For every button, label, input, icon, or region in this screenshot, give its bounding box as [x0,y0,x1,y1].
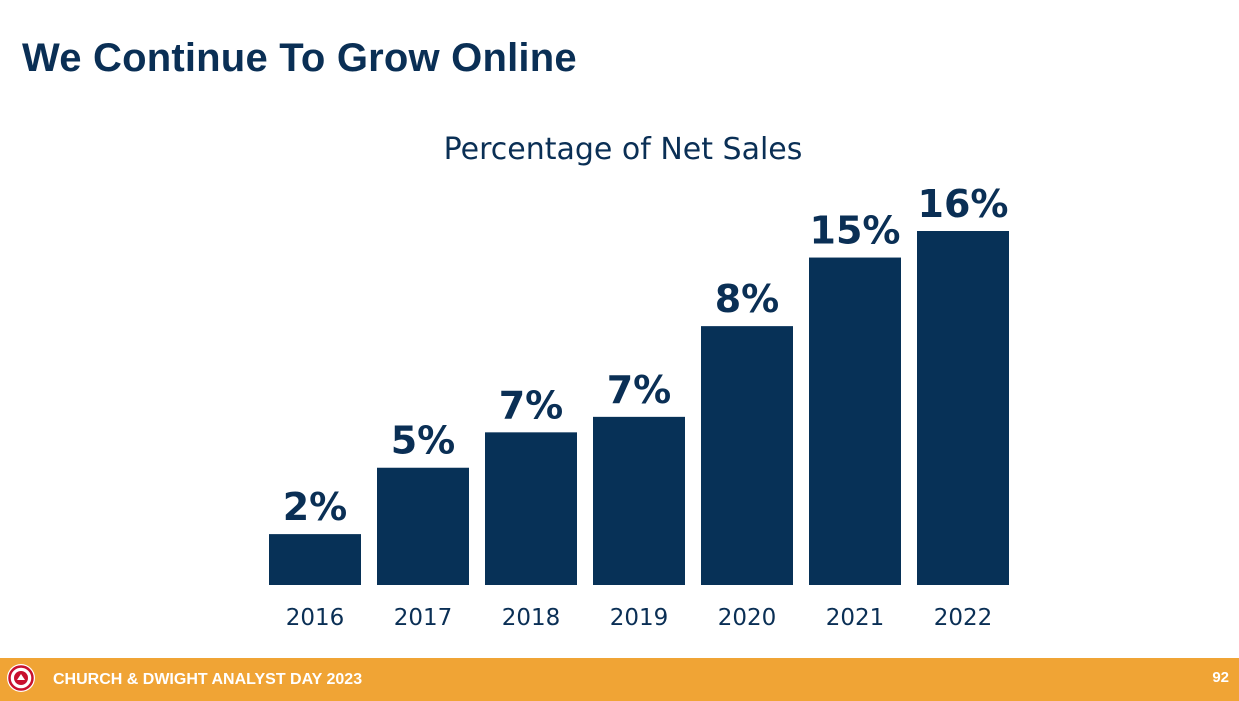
bar-2017 [377,467,469,585]
x-tick-label-2016: 2016 [286,605,345,631]
bar-group [269,231,1009,585]
data-label-2022: 16% [918,182,1009,226]
x-tick-label-2022: 2022 [934,605,993,631]
page-number: 92 [1212,669,1229,686]
chart-title: Percentage of Net Sales [444,132,803,167]
bar-2021 [809,257,901,585]
x-tick-label-2017: 2017 [394,605,453,631]
x-tick-label-2019: 2019 [610,605,669,631]
x-tick-label-2020: 2020 [718,605,777,631]
x-axis-ticks: 2016 2017 2018 2019 2020 2021 2022 [286,605,993,631]
bar-2020 [701,326,793,585]
x-tick-label-2021: 2021 [826,605,885,631]
data-label-2019: 7% [607,368,672,412]
data-label-group: 2% 5% 7% 7% 8% 15% 16% [283,182,1009,529]
arm-and-hammer-logo-icon [7,664,35,692]
data-label-2018: 7% [499,383,564,427]
x-tick-label-2018: 2018 [502,605,561,631]
bar-2022 [917,231,1009,585]
data-label-2021: 15% [810,209,901,253]
footer-bar: CHURCH & DWIGHT ANALYST DAY 2023 92 [0,658,1239,701]
bar-2018 [485,432,577,585]
data-label-2016: 2% [283,485,348,529]
bar-2016 [269,534,361,585]
data-label-2017: 5% [391,419,456,463]
page-title: We Continue To Grow Online [22,36,577,80]
data-label-2020: 8% [715,277,780,321]
bar-chart: Percentage of Net Sales 2% 5% 7% 7% 8% 15% 16%… [269,132,1009,631]
bar-2019 [593,416,685,585]
footer-text: CHURCH & DWIGHT ANALYST DAY 2023 [53,671,363,688]
